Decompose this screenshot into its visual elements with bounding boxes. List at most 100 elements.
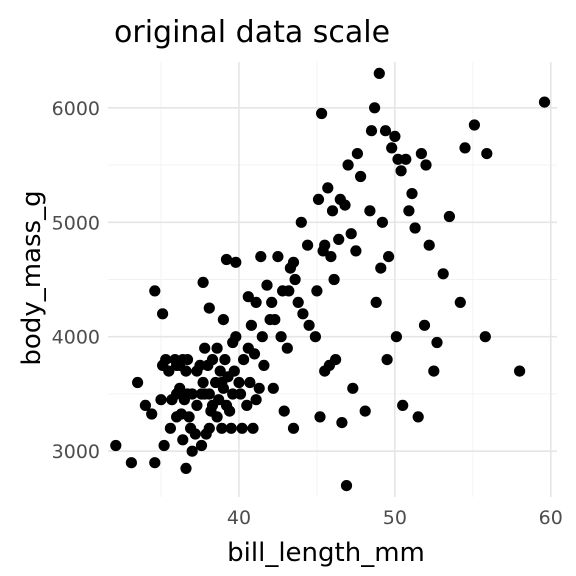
data-point [203,388,215,400]
data-point [328,273,340,286]
data-point [219,354,231,366]
data-point [230,256,242,268]
data-point [392,153,404,165]
data-point [160,354,172,366]
data-point [479,331,491,343]
data-point [233,376,245,389]
data-point [227,388,239,400]
data-point [199,342,211,354]
data-point [181,354,194,366]
x-tick-label: 40 [227,507,251,529]
data-point [250,296,262,308]
data-point [164,422,176,434]
data-point [220,253,233,266]
data-point [217,314,229,326]
data-point [406,188,418,200]
data-point [180,462,192,474]
data-point [287,422,300,434]
data-point [289,273,301,286]
data-point [186,445,198,457]
data-point [247,422,259,434]
data-point [340,480,353,492]
data-point [397,399,409,411]
data-point [322,182,334,194]
data-point [330,354,342,366]
y-tick-label: 4000 [52,327,100,349]
data-point [409,222,421,234]
data-point [303,319,315,331]
data-point [149,457,161,469]
data-point [225,422,237,434]
data-point [197,276,209,288]
data-point [248,348,261,360]
data-point [319,239,331,251]
data-point [189,428,201,440]
data-point [355,170,367,183]
data-point [194,359,206,371]
data-point [395,165,407,177]
data-point [345,228,357,240]
data-point [376,216,388,228]
y-tick-label: 3000 [52,441,100,463]
y-tick-label: 5000 [52,212,100,234]
data-point [364,205,376,217]
data-point [203,302,215,314]
data-point [514,365,526,377]
data-point [214,365,226,377]
x-axis-tick-labels: 40 50 60 [227,507,563,529]
data-point [266,296,278,308]
data-point [347,382,359,394]
data-point [132,376,144,389]
data-point [375,262,387,274]
data-point [203,422,215,434]
data-point [281,342,293,354]
data-point [236,422,248,434]
data-point [206,354,219,366]
data-point [278,405,290,417]
data-point [139,399,151,411]
data-point [326,205,339,217]
data-point [314,411,326,423]
x-axis-title: bill_length_mm [227,538,425,568]
data-point [309,331,321,343]
data-point [443,210,455,223]
data-point [370,296,382,308]
data-point [325,251,337,263]
data-point [415,148,427,160]
data-point [403,205,415,217]
data-point [228,365,240,377]
data-point [158,439,170,452]
data-point [258,359,270,371]
data-point [316,107,328,120]
data-point [180,365,192,377]
data-point [428,365,440,377]
x-tick-label: 50 [383,507,407,529]
data-point [418,319,431,331]
data-point [191,399,203,411]
data-point [292,296,304,308]
data-point [333,233,345,245]
data-point [195,439,208,452]
x-tick-label: 60 [539,507,563,529]
data-point [244,376,256,389]
data-point [336,417,348,429]
data-point [238,354,250,366]
data-point [302,239,314,251]
data-point [256,331,268,343]
data-point [242,291,254,303]
data-point [174,382,186,394]
data-point [312,193,325,205]
data-point [267,382,279,394]
data-point [400,153,412,165]
data-points [110,67,551,492]
major-gridlines [108,62,557,497]
y-axis-title: body_mass_g [17,190,47,365]
data-point [211,342,223,354]
data-point [459,142,471,154]
data-point [339,199,351,211]
data-point [163,365,175,377]
data-point [420,159,432,171]
data-point [234,388,247,400]
data-point [157,308,169,320]
data-point [155,394,167,406]
